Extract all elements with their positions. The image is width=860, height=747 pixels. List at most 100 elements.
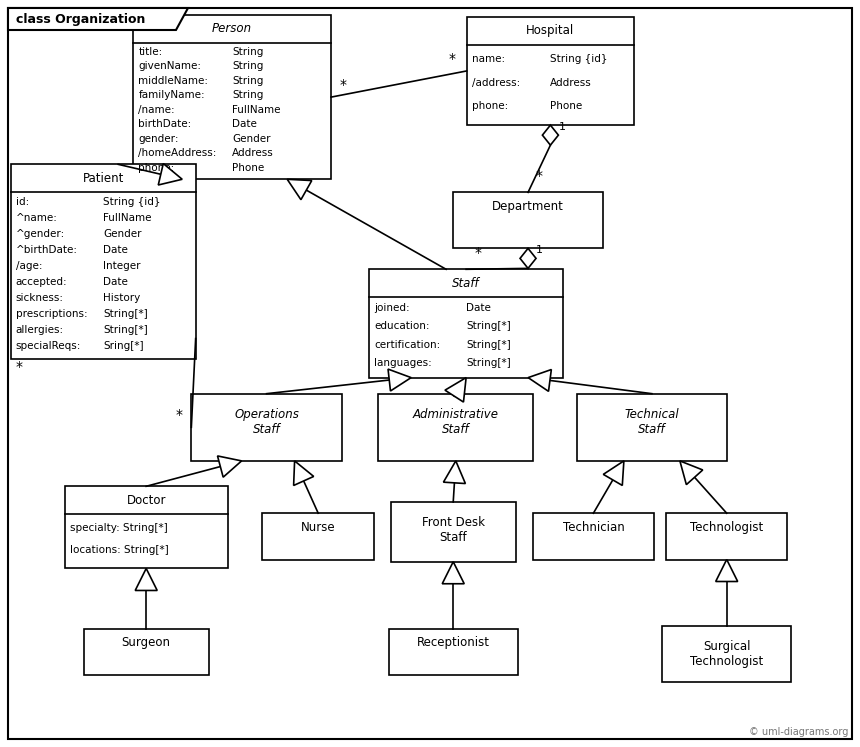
Text: 1: 1	[536, 245, 543, 255]
Text: *: *	[15, 359, 22, 374]
Text: Phone: Phone	[232, 163, 265, 173]
Text: locations: String[*]: locations: String[*]	[70, 545, 169, 556]
Text: Department: Department	[492, 200, 564, 213]
Polygon shape	[158, 164, 182, 185]
Text: Nurse: Nurse	[301, 521, 335, 533]
Polygon shape	[293, 461, 314, 486]
Text: Doctor: Doctor	[126, 494, 166, 506]
Text: Gender: Gender	[103, 229, 142, 239]
Text: Technical
Staff: Technical Staff	[624, 408, 679, 436]
Text: Date: Date	[232, 120, 257, 129]
Text: *: *	[175, 409, 182, 422]
Text: String[*]: String[*]	[466, 321, 511, 332]
Text: Integer: Integer	[103, 261, 141, 271]
Text: Front Desk
Staff: Front Desk Staff	[421, 516, 485, 544]
Text: Sring[*]: Sring[*]	[103, 341, 144, 351]
Text: Patient: Patient	[83, 172, 124, 185]
Text: © uml-diagrams.org: © uml-diagrams.org	[748, 727, 848, 737]
Text: Date: Date	[103, 245, 128, 255]
Text: String[*]: String[*]	[466, 358, 511, 368]
Bar	[64, 486, 228, 568]
Text: name:: name:	[471, 54, 505, 64]
Text: specialty: String[*]: specialty: String[*]	[70, 523, 167, 533]
Text: String[*]: String[*]	[103, 325, 148, 335]
Text: 1: 1	[558, 122, 565, 132]
Text: Address: Address	[232, 148, 274, 158]
Text: specialReqs:: specialReqs:	[15, 341, 81, 351]
Text: /age:: /age:	[15, 261, 42, 271]
Text: Receptionist: Receptionist	[417, 636, 489, 649]
Text: middleName:: middleName:	[138, 75, 208, 86]
Polygon shape	[680, 461, 703, 485]
Text: *: *	[449, 52, 456, 66]
Text: class Organization: class Organization	[16, 13, 145, 25]
Text: sickness:: sickness:	[15, 293, 64, 303]
Bar	[466, 17, 635, 125]
Text: allergies:: allergies:	[15, 325, 64, 335]
Text: ^birthDate:: ^birthDate:	[15, 245, 77, 255]
Text: /homeAddress:: /homeAddress:	[138, 148, 217, 158]
Text: certification:: certification:	[374, 340, 440, 350]
Text: Date: Date	[103, 277, 128, 287]
Text: Hospital: Hospital	[526, 25, 574, 37]
Text: *: *	[339, 78, 346, 92]
Polygon shape	[444, 461, 465, 483]
Polygon shape	[388, 369, 411, 391]
Text: phone:: phone:	[138, 163, 175, 173]
Text: Surgical
Technologist: Surgical Technologist	[690, 639, 764, 668]
Text: FullName: FullName	[103, 213, 151, 223]
Text: String {id}: String {id}	[103, 197, 161, 207]
Polygon shape	[716, 560, 738, 581]
Text: Staff: Staff	[452, 277, 480, 290]
Text: Person: Person	[212, 22, 252, 35]
Text: *: *	[474, 247, 481, 260]
Text: phone:: phone:	[471, 102, 507, 111]
Text: Operations
Staff: Operations Staff	[234, 408, 299, 436]
Polygon shape	[528, 370, 551, 391]
Bar	[533, 513, 654, 560]
Polygon shape	[520, 248, 536, 268]
Text: String: String	[232, 46, 263, 57]
Text: joined:: joined:	[374, 303, 410, 313]
Text: String: String	[232, 61, 263, 71]
Text: familyName:: familyName:	[138, 90, 205, 100]
Bar	[576, 394, 728, 461]
Bar	[662, 625, 791, 682]
Polygon shape	[604, 461, 623, 486]
Bar	[262, 513, 374, 560]
Bar	[666, 513, 787, 560]
Text: String {id}: String {id}	[550, 54, 608, 64]
Text: History: History	[103, 293, 140, 303]
Text: /name:: /name:	[138, 105, 175, 114]
Text: FullName: FullName	[232, 105, 280, 114]
Polygon shape	[218, 456, 242, 477]
Text: /address:: /address:	[471, 78, 519, 87]
Text: ^name:: ^name:	[15, 213, 58, 223]
Text: gender:: gender:	[138, 134, 179, 143]
Bar	[452, 192, 603, 248]
Bar	[10, 164, 196, 359]
Bar	[84, 629, 209, 675]
Text: Address: Address	[550, 78, 593, 87]
Text: languages:: languages:	[374, 358, 432, 368]
Text: Gender: Gender	[232, 134, 271, 143]
Bar	[378, 394, 533, 461]
Text: title:: title:	[138, 46, 163, 57]
Text: String: String	[232, 90, 263, 100]
Text: Technician: Technician	[562, 521, 624, 533]
Text: givenName:: givenName:	[138, 61, 201, 71]
Text: String[*]: String[*]	[466, 340, 511, 350]
Text: Date: Date	[466, 303, 491, 313]
Text: String[*]: String[*]	[103, 309, 148, 319]
Polygon shape	[135, 568, 157, 590]
Bar	[390, 502, 516, 562]
Polygon shape	[287, 179, 312, 199]
Text: birthDate:: birthDate:	[138, 120, 192, 129]
Text: education:: education:	[374, 321, 430, 332]
Text: Technologist: Technologist	[690, 521, 764, 533]
Bar	[370, 270, 562, 378]
Bar	[389, 629, 518, 675]
Text: id:: id:	[15, 197, 29, 207]
Polygon shape	[445, 378, 466, 402]
Text: Surgeon: Surgeon	[122, 636, 170, 649]
